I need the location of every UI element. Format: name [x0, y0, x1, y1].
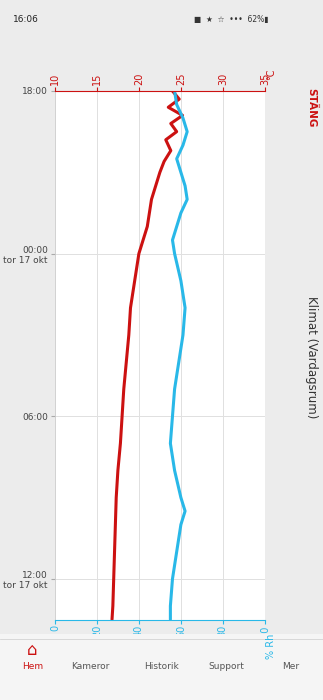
- Text: ⌂: ⌂: [27, 640, 37, 659]
- Text: ■  ★  ☆  •••  62%▮: ■ ★ ☆ ••• 62%▮: [194, 15, 268, 24]
- Text: 16:06: 16:06: [13, 15, 39, 24]
- Text: Kameror: Kameror: [71, 662, 109, 671]
- Text: Support: Support: [208, 662, 244, 671]
- Text: STÄNG: STÄNG: [307, 88, 317, 127]
- Text: Historik: Historik: [144, 662, 179, 671]
- Text: % Rh: % Rh: [266, 634, 276, 659]
- Text: Mer: Mer: [282, 662, 299, 671]
- Text: Hem: Hem: [22, 662, 43, 671]
- Text: °C: °C: [266, 69, 276, 80]
- Text: Klimat (Vardagsrum): Klimat (Vardagsrum): [305, 296, 318, 418]
